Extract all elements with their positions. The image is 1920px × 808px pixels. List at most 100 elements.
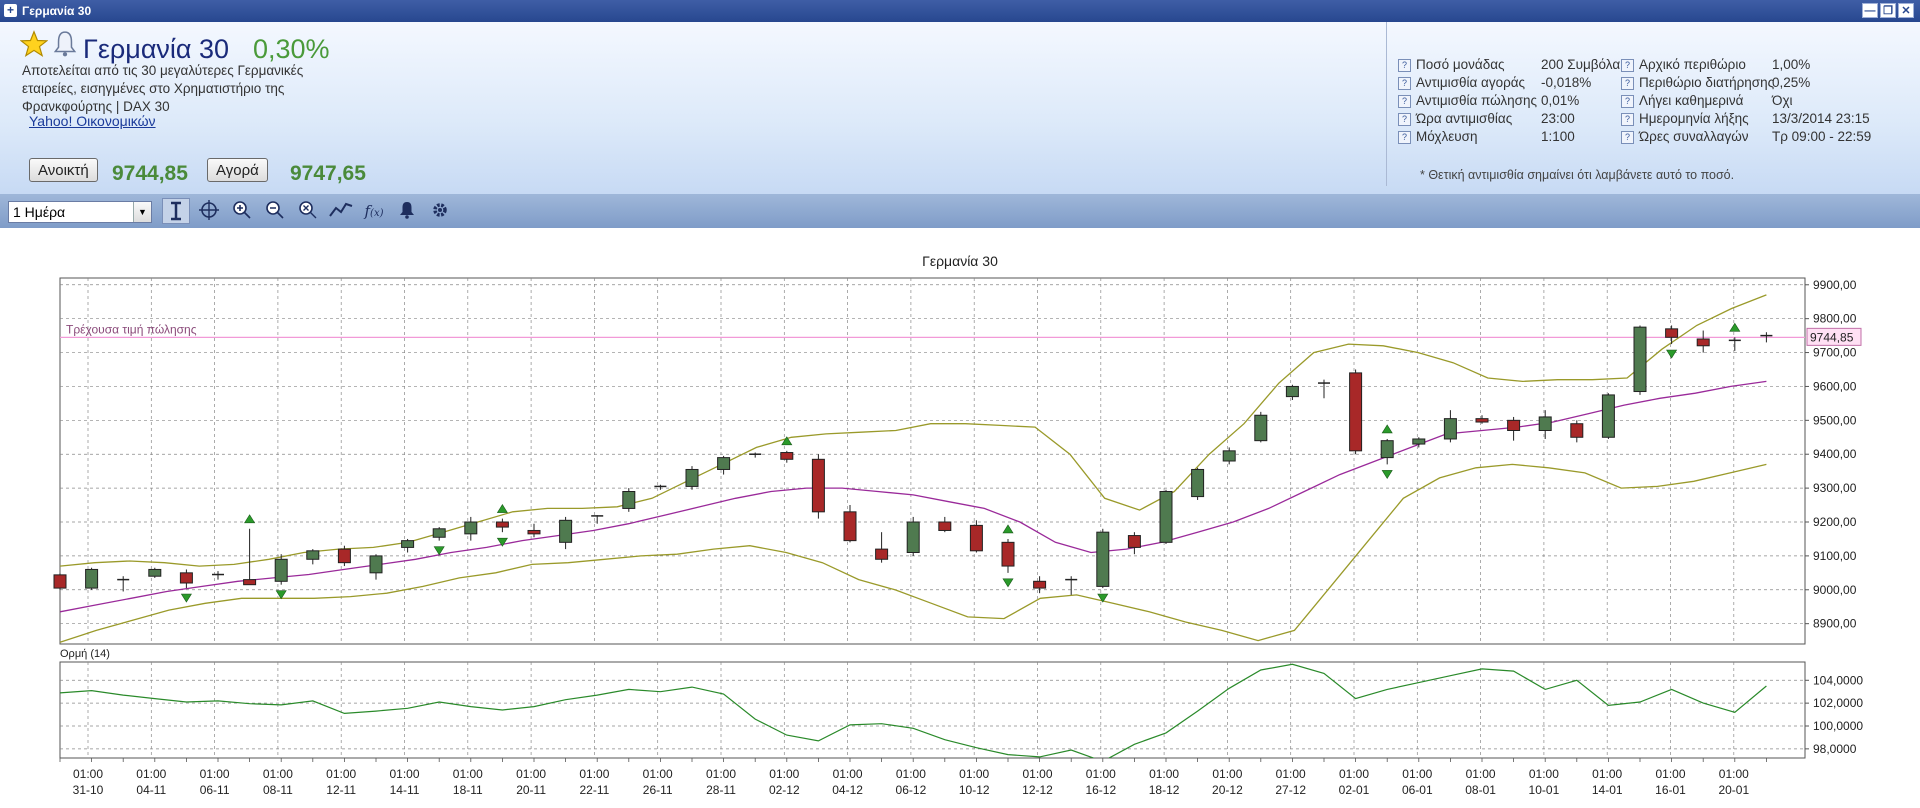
- fractal-up-arrow: [1002, 524, 1014, 534]
- chart-toolbar: [0, 194, 1920, 228]
- candle-body: [432, 528, 446, 538]
- fractal-down-arrow: [180, 593, 192, 603]
- info-label: ? Αντιμισθία αγοράς: [1398, 75, 1525, 90]
- x-tick-date: 14-01: [1592, 783, 1623, 797]
- description-line: Φρανκφούρτης | DAX 30: [22, 99, 170, 114]
- info-label: ? Ώρες συναλλαγών: [1621, 129, 1749, 144]
- x-tick-time: 01:00: [1022, 767, 1052, 781]
- info-value: -0,018%: [1541, 75, 1592, 90]
- candle-body: [179, 572, 193, 584]
- help-icon[interactable]: ?: [1398, 77, 1411, 90]
- help-icon[interactable]: ?: [1621, 131, 1634, 144]
- y-tick-label: 9000,00: [1813, 583, 1857, 597]
- candle-body: [1380, 440, 1394, 459]
- info-label: ? Περιθώριο διατήρησης: [1621, 75, 1774, 90]
- candle-body: [401, 540, 415, 548]
- instrument-name: Γερμανία 30: [83, 34, 230, 64]
- candle-body: [1001, 541, 1015, 567]
- alert-bell-icon[interactable]: [393, 198, 421, 224]
- x-tick-time: 01:00: [579, 767, 609, 781]
- x-tick-time: 01:00: [200, 767, 230, 781]
- candle-body: [1538, 416, 1552, 431]
- zoom-out-icon[interactable]: [261, 198, 289, 224]
- help-icon[interactable]: ?: [1621, 77, 1634, 90]
- info-label-text: Αρχικό περιθώριο: [1639, 57, 1746, 72]
- x-tick-date: 20-01: [1718, 783, 1749, 797]
- candle-body: [1633, 326, 1647, 393]
- x-tick-date: 02-01: [1339, 783, 1370, 797]
- candle-body: [243, 579, 257, 586]
- y-tick-label: 8900,00: [1813, 617, 1857, 631]
- alert-bell-icon[interactable]: [52, 30, 78, 58]
- x-tick-time: 01:00: [1149, 767, 1179, 781]
- candle-body: [906, 521, 920, 553]
- cursor-icon[interactable]: [162, 198, 190, 224]
- sell-button[interactable]: Ανοικτή: [29, 158, 98, 182]
- help-icon[interactable]: ?: [1398, 95, 1411, 108]
- candle-body: [1601, 394, 1615, 438]
- crosshair-icon[interactable]: [195, 198, 223, 224]
- function-icon[interactable]: f(x): [364, 202, 384, 220]
- x-tick-time: 01:00: [263, 767, 293, 781]
- favorite-star-icon[interactable]: [20, 30, 48, 58]
- candle-body: [1033, 580, 1047, 589]
- x-tick-date: 18-11: [453, 783, 483, 797]
- candle-body: [1191, 468, 1205, 498]
- candle-body: [1443, 418, 1457, 440]
- candle-body: [527, 529, 541, 535]
- close-button[interactable]: ✕: [1898, 3, 1914, 18]
- help-icon[interactable]: ?: [1398, 59, 1411, 72]
- help-icon[interactable]: ?: [1398, 131, 1411, 144]
- chart-area[interactable]: Γερμανία 30 01:00 31-10 01:00 04-11 01:00 06-1…: [0, 250, 1920, 808]
- settings-gear-icon[interactable]: [426, 198, 454, 224]
- help-icon[interactable]: ?: [1621, 59, 1634, 72]
- candle-body: [53, 574, 67, 589]
- candle-body: [1570, 423, 1584, 438]
- candle-body: [780, 452, 794, 460]
- x-tick-time: 01:00: [1276, 767, 1306, 781]
- help-icon[interactable]: ?: [1398, 113, 1411, 126]
- info-label: ? Ποσό μονάδας: [1398, 57, 1505, 72]
- buy-button[interactable]: Αγορά: [207, 158, 268, 182]
- info-label-text: Ημερομηνία λήξης: [1639, 111, 1749, 126]
- y-tick-label: 102,0000: [1813, 696, 1863, 710]
- app-plus-icon[interactable]: +: [4, 4, 17, 17]
- chevron-down-icon[interactable]: ▼: [133, 202, 151, 222]
- bollinger-middle-line: [59, 380, 1767, 613]
- candle-body: [306, 550, 320, 560]
- fractal-down-arrow: [1381, 470, 1393, 479]
- help-icon[interactable]: ?: [1621, 113, 1634, 126]
- restore-button[interactable]: ❐: [1880, 3, 1896, 18]
- candle-body: [717, 457, 731, 470]
- zoom-reset-icon[interactable]: [294, 198, 322, 224]
- x-tick-date: 12-11: [326, 783, 356, 797]
- period-select[interactable]: 1 Ημέρα ▼: [8, 201, 152, 223]
- oscillator-plot-frame: [59, 661, 1806, 759]
- x-tick-time: 01:00: [136, 767, 166, 781]
- y-tick-label: 9800,00: [1813, 312, 1857, 326]
- candle-body: [1285, 385, 1299, 398]
- candle-body: [843, 511, 857, 542]
- x-tick-time: 01:00: [453, 767, 483, 781]
- x-tick-time: 01:00: [896, 767, 926, 781]
- x-tick-time: 01:00: [959, 767, 989, 781]
- x-tick-time: 01:00: [1339, 767, 1369, 781]
- description-line: Αποτελείται από τις 30 μεγαλύτερες Γερμα…: [22, 63, 304, 78]
- candle-body: [464, 521, 478, 535]
- line-chart-icon[interactable]: [327, 198, 355, 224]
- x-tick-date: 18-12: [1149, 783, 1180, 797]
- candle-body: [875, 548, 889, 560]
- zoom-in-icon[interactable]: [228, 198, 256, 224]
- instrument-change: 0,30%: [253, 34, 330, 64]
- x-tick-date: 27-12: [1275, 783, 1306, 797]
- x-tick-date: 08-01: [1465, 783, 1496, 797]
- x-tick-date: 04-12: [832, 783, 863, 797]
- minimize-button[interactable]: —: [1862, 3, 1878, 18]
- help-icon[interactable]: ?: [1621, 95, 1634, 108]
- x-tick-time: 01:00: [1592, 767, 1622, 781]
- yahoo-finance-link[interactable]: Yahoo! Οικονομικών: [29, 113, 156, 129]
- window-title: Γερμανία 30: [22, 4, 92, 18]
- info-label-text: Ώρες συναλλαγών: [1639, 129, 1749, 144]
- info-value: 13/3/2014 23:15: [1772, 111, 1870, 126]
- swap-note: * Θετική αντιμισθία σημαίνει ότι λαμβάνε…: [1420, 168, 1735, 182]
